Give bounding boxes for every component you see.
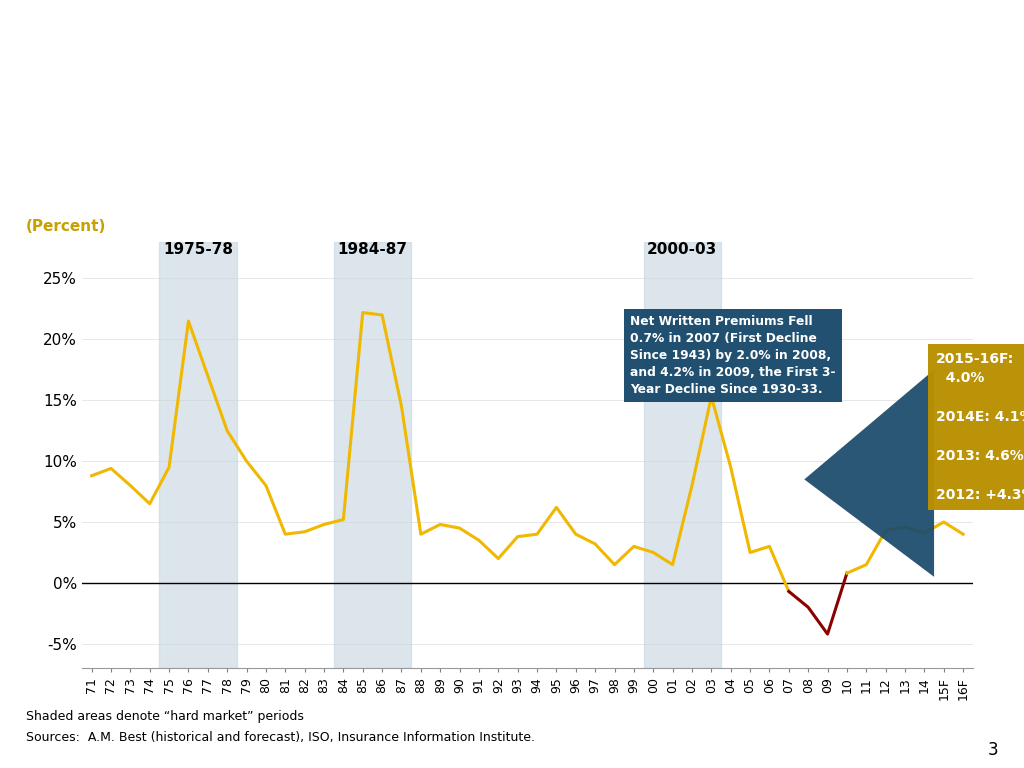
Text: INSTITUTE: INSTITUTE (763, 104, 824, 114)
Text: Net Premium Growth: Annual Change,: Net Premium Growth: Annual Change, (26, 54, 772, 88)
Text: INFORMATION: INFORMATION (763, 65, 846, 75)
Text: 2000-03: 2000-03 (647, 241, 718, 257)
Bar (160, 242, 237, 668)
Bar (918, 108, 935, 131)
Text: Shaded areas denote “hard market” periods: Shaded areas denote “hard market” period… (26, 710, 303, 723)
Text: 3: 3 (988, 741, 998, 759)
Bar (643, 242, 721, 668)
Text: 1971—2016F: 1971—2016F (26, 137, 278, 171)
Bar (893, 108, 910, 131)
Text: 2015-16F:
  4.0%

2014E: 4.1%

2013: 4.6%

2012: +4.3%: 2015-16F: 4.0% 2014E: 4.1% 2013: 4.6% 20… (936, 352, 1024, 502)
Text: 1984-87: 1984-87 (338, 241, 408, 257)
Bar (334, 242, 412, 668)
Bar (918, 25, 935, 98)
Text: Net Written Premiums Fell
0.7% in 2007 (First Decline
Since 1943) by 2.0% in 200: Net Written Premiums Fell 0.7% in 2007 (… (630, 315, 836, 396)
Polygon shape (804, 370, 934, 577)
Bar (893, 25, 910, 98)
Text: (Percent): (Percent) (26, 219, 105, 234)
Text: Sources:  A.M. Best (historical and forecast), ISO, Insurance Information Instit: Sources: A.M. Best (historical and forec… (26, 731, 535, 744)
Text: INSURANCE: INSURANCE (763, 27, 830, 37)
Bar (942, 25, 959, 98)
Bar (942, 108, 959, 131)
Text: 1975-78: 1975-78 (163, 241, 233, 257)
